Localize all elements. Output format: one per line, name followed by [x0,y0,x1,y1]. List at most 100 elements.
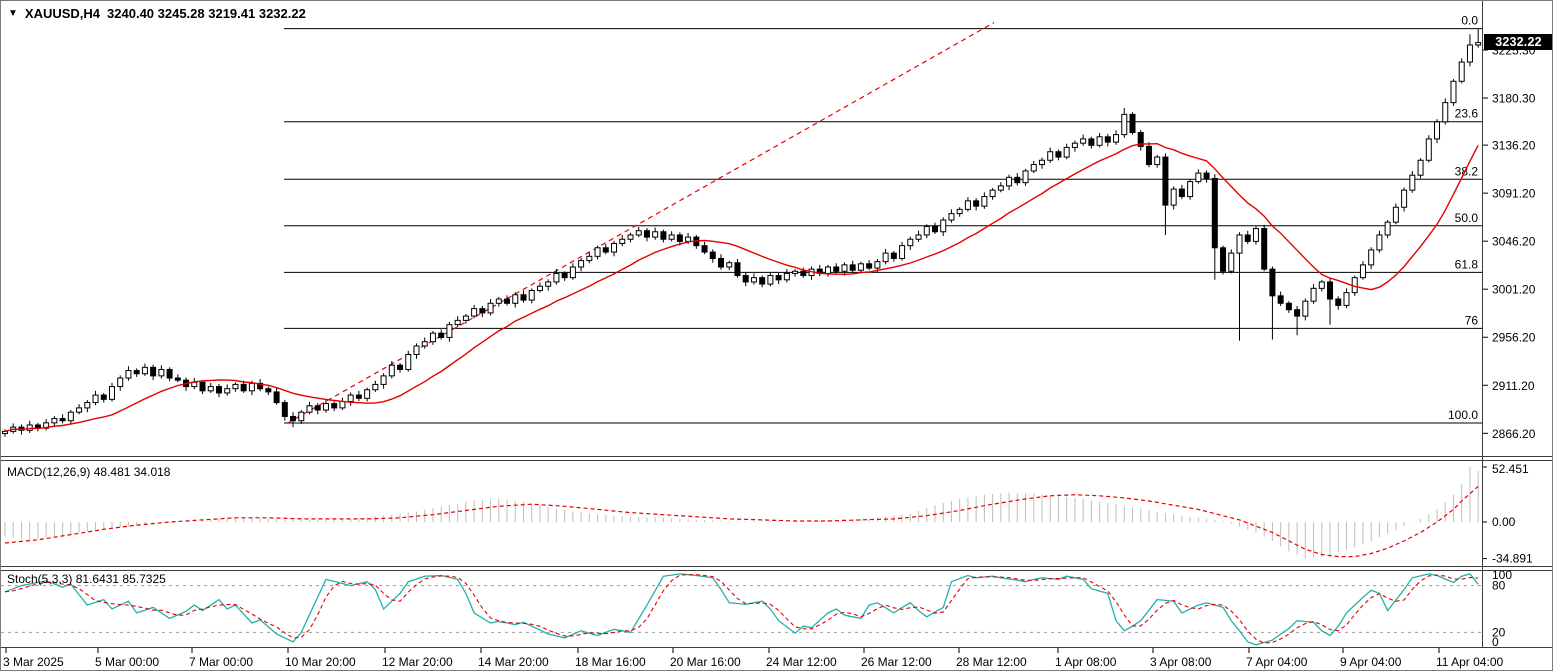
time-tick-label[interactable]: 18 Mar 16:00 [575,655,646,669]
bull-candle-body [569,266,576,279]
bull-candle-body [1384,221,1391,236]
bear-candle-body [1055,151,1062,158]
bear-candle-body [1104,136,1111,143]
bear-candle-body [866,263,873,269]
bull-candle-body [158,368,165,377]
bull-candle-body [545,281,552,287]
price-tick-label: 3136.20 [1492,139,1536,153]
current-price-badge: 3232.22 [1484,34,1552,50]
bull-candle-body [956,208,963,215]
bull-candle-body [446,324,453,338]
time-tick-label[interactable]: 1 Apr 08:00 [1055,655,1117,669]
price-tick-label: 2956.20 [1492,331,1536,345]
symbol-dropdown-icon[interactable]: ▼ [8,7,18,19]
time-tick-label[interactable]: 9 Apr 04:00 [1340,655,1402,669]
time-tick-label[interactable]: 5 Mar 00:00 [95,655,159,669]
bear-candle-body [273,391,280,404]
bull-candle-body [2,430,8,435]
bear-candle-body [1137,132,1144,147]
bull-candle-body [1047,151,1054,161]
macd-indicator-label: MACD(12,26,9) 48.481 34.018 [7,465,170,479]
bear-candle-body [1014,176,1021,184]
bear-candle-body [643,230,650,238]
bear-candle-body [520,294,527,301]
price-tick-label: 3091.20 [1492,187,1536,201]
bear-candle-body [150,366,157,377]
bear-candle-body [314,405,321,411]
bull-candle-body [108,386,115,400]
time-tick-label[interactable]: 7 Mar 00:00 [189,655,253,669]
bull-candle-body [857,263,864,271]
bear-candle-body [1327,281,1334,300]
bear-candle-body [709,251,716,259]
time-tick-label[interactable]: 28 Mar 12:00 [956,655,1027,669]
bull-candle-body [964,200,971,210]
bull-candle-body [471,308,478,317]
bull-candle-body [347,394,354,402]
bull-candle-body [125,370,132,379]
time-tick-label[interactable]: 7 Apr 04:00 [1246,655,1308,669]
ohlc-values: 3240.40 3245.28 3219.41 3232.22 [107,6,306,21]
bear-candle-body [931,225,938,233]
time-tick-label[interactable]: 24 Mar 12:00 [766,655,837,669]
bear-candle-body [742,275,749,283]
bull-candle-body [232,383,239,390]
bull-candle-body [619,238,626,245]
bull-candle-body [1458,61,1465,82]
time-tick-label[interactable]: 26 Mar 12:00 [861,655,932,669]
price-tick-label: 2911.20 [1492,379,1535,393]
bull-candle-body [322,403,329,411]
bear-candle-body [1269,268,1276,297]
bear-candle-body [59,418,66,422]
time-tick-label[interactable]: 12 Mar 20:00 [382,655,453,669]
price-tick-label: 3180.30 [1492,92,1536,106]
bull-candle-body [792,270,799,274]
fib-level-label: 0.0 [1461,14,1478,28]
bull-candle-body [1425,138,1432,161]
bull-candle-body [1450,80,1457,104]
bear-candle-body [240,383,247,392]
bull-candle-body [1409,174,1416,191]
time-tick-label[interactable]: 10 Mar 20:00 [285,655,356,669]
bear-candle-body [199,381,206,392]
bull-candle-body [882,252,889,263]
time-tick-label[interactable]: 14 Mar 20:00 [478,655,549,669]
bull-candle-body [462,315,469,321]
macd-values: 48.481 34.018 [93,465,171,479]
bull-candle-body [1121,113,1128,136]
bull-candle-body [923,225,930,236]
bull-candle-body [26,424,33,431]
time-tick-label[interactable]: 3 Mar 2025 [3,655,64,669]
macd-axis-label: 52.451 [1492,462,1529,476]
time-tick-label[interactable]: 20 Mar 16:00 [670,655,741,669]
fib-level-label: 50.0 [1455,211,1479,225]
moving-average-line [4,142,1479,433]
bull-candle-body [1359,264,1366,279]
bear-candle-body [504,298,511,304]
bull-candle-body [1195,172,1202,183]
bear-candle-body [1211,177,1218,249]
price-tick-label: 3046.20 [1492,235,1536,249]
bull-candle-body [1302,300,1309,317]
bull-candle-body [989,189,996,198]
time-tick-label[interactable]: 11 Apr 04:00 [1436,655,1503,669]
bear-candle-body [215,386,222,394]
time-tick-label[interactable]: 3 Apr 08:00 [1150,655,1212,669]
bear-candle-body [734,262,741,277]
bull-candle-body [1376,234,1383,251]
bull-candle-body [948,213,955,221]
stoch-axis-label: 80 [1492,579,1506,593]
macd-signal-line [4,485,1479,558]
bull-candle-body [364,389,371,399]
bull-candle-body [907,238,914,247]
bear-candle-body [718,257,725,268]
price-tick-label: 3001.20 [1492,283,1536,297]
bull-candle-body [405,354,412,370]
bull-candle-body [1318,281,1325,289]
bear-candle-body [833,266,840,272]
stoch-axis-label: 100 [1492,568,1512,582]
bear-candle-body [281,402,288,417]
bear-candle-body [561,272,568,279]
chart-title-bar: ▼ XAUUSD,H4 3240.40 3245.28 3219.41 3232… [8,6,306,21]
